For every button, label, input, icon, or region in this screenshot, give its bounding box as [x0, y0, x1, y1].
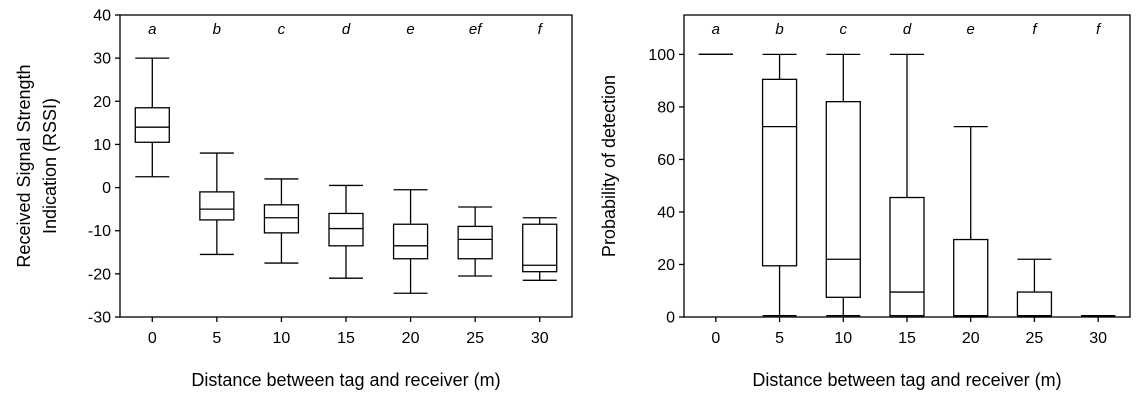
x-tick-label: 30: [531, 330, 549, 347]
x-tick-label: 25: [1026, 330, 1044, 347]
x-tick-label: 0: [148, 330, 157, 347]
box-group: [889, 53, 925, 318]
y-tick-label: 30: [93, 51, 111, 68]
box-group: [1016, 258, 1053, 318]
iqr-box: [522, 223, 558, 273]
box-group: [392, 189, 429, 294]
significance-letter: f: [1096, 21, 1102, 38]
iqr-box: [328, 212, 364, 247]
iqr-box: [761, 78, 798, 267]
y-tick-label: 60: [657, 152, 675, 169]
y-tick-label: 0: [102, 180, 111, 197]
significance-letter: e: [967, 21, 975, 38]
significance-letter: d: [903, 21, 912, 38]
significance-letter: b: [213, 21, 221, 38]
y-axis-title: Probability of detection: [599, 75, 619, 257]
iqr-box: [889, 196, 925, 317]
box-group: [761, 53, 798, 317]
box-group: [328, 184, 364, 279]
box-group: [199, 152, 235, 256]
significance-letter: c: [278, 21, 286, 38]
significance-letter: e: [406, 21, 414, 38]
y-axis-title: Indication (RSSI): [40, 98, 60, 234]
iqr-box: [457, 225, 493, 260]
x-tick-label: 15: [337, 330, 355, 347]
x-tick-label: 10: [834, 330, 852, 347]
y-axis-title: Received Signal Strength: [14, 64, 34, 267]
significance-letter: f: [1032, 21, 1038, 38]
significance-letter: d: [342, 21, 351, 38]
rssi-boxplot: -30 -20 -10 0 10 20 30 40 0 5 10 15 20 25 30 Distance b…: [14, 8, 573, 390]
significance-letter: f: [538, 21, 544, 38]
iqr-box: [1016, 291, 1053, 317]
x-tick-label: 30: [1089, 330, 1107, 347]
x-tick-label: 20: [402, 330, 420, 347]
detection-probability-boxplot: 0 20 40 60 80 100 0 5 10 15 20 25 30 Distance between…: [599, 14, 1131, 390]
x-tick-label: 15: [898, 330, 916, 347]
box-group: [457, 206, 493, 277]
iqr-box: [392, 223, 429, 260]
significance-letter: b: [775, 21, 783, 38]
x-axis-title: Distance between tag and receiver (m): [191, 370, 500, 390]
box-group: [953, 125, 989, 318]
iqr-box: [263, 204, 300, 234]
y-tick-label: 0: [666, 310, 675, 327]
iqr-box: [199, 191, 235, 221]
y-tick-label: 80: [657, 99, 675, 116]
y-tick-label: 20: [657, 257, 675, 274]
x-tick-label: 5: [212, 330, 221, 347]
x-tick-label: 5: [775, 330, 784, 347]
y-tick-label: -10: [88, 223, 111, 240]
y-tick-label: 100: [648, 47, 675, 64]
x-tick-label: 20: [962, 330, 980, 347]
iqr-box: [953, 238, 989, 317]
y-tick-label: 40: [657, 204, 675, 221]
iqr-box: [825, 101, 861, 298]
significance-letter: a: [148, 21, 156, 38]
x-tick-label: 0: [711, 330, 720, 347]
box-group: [522, 217, 558, 281]
significance-letter: a: [712, 21, 720, 38]
iqr-box: [134, 107, 170, 143]
x-tick-label: 25: [466, 330, 484, 347]
box-group: [825, 53, 861, 317]
y-tick-label: -20: [88, 266, 111, 283]
y-tick-label: 40: [93, 8, 111, 25]
x-tick-label: 10: [273, 330, 291, 347]
significance-letter: ef: [469, 21, 483, 38]
box-group: [134, 57, 170, 178]
significance-letter: c: [840, 21, 848, 38]
x-axis-title: Distance between tag and receiver (m): [752, 370, 1061, 390]
y-tick-label: 20: [93, 94, 111, 111]
y-tick-label: -30: [88, 310, 111, 327]
box-group: [263, 178, 300, 264]
y-tick-label: 10: [93, 137, 111, 154]
